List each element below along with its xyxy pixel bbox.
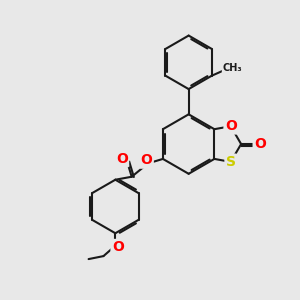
Text: O: O	[116, 152, 128, 166]
Text: CH₃: CH₃	[223, 63, 242, 73]
Text: O: O	[254, 137, 266, 151]
Text: S: S	[226, 155, 236, 169]
Text: O: O	[141, 153, 152, 167]
Text: O: O	[225, 119, 237, 133]
Text: O: O	[112, 240, 124, 254]
